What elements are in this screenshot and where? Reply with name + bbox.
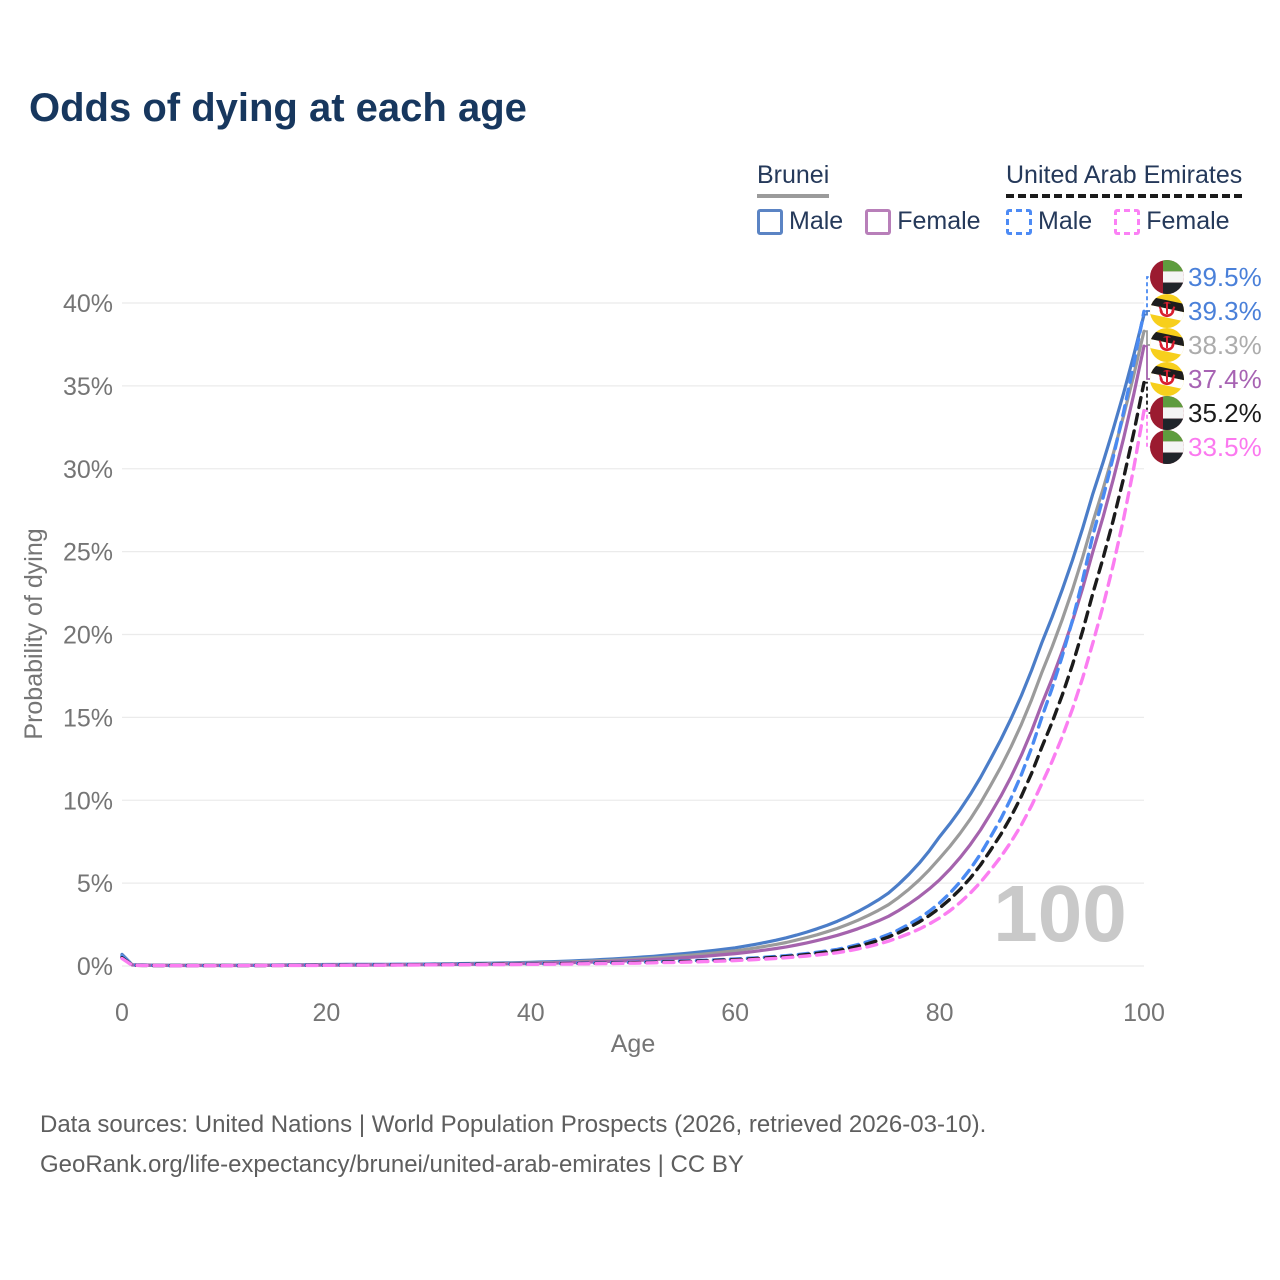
legend-label-brunei-male: Male xyxy=(789,207,844,235)
footer: Data sources: United Nations | World Pop… xyxy=(40,1105,1250,1185)
end-label-connector xyxy=(1144,330,1151,346)
legend-label-uae-female: Female xyxy=(1146,207,1230,235)
y-tick-label: 0% xyxy=(77,953,113,981)
end-label-connector xyxy=(1144,310,1151,316)
end-label-connector xyxy=(1144,345,1151,380)
legend-items-uae: Male Female xyxy=(1006,207,1242,236)
page-title: Odds of dying at each age xyxy=(29,86,527,130)
end-label-value: 37.4% xyxy=(1188,364,1262,394)
flag-ae-icon xyxy=(1150,430,1184,464)
x-tick-label: 40 xyxy=(517,999,545,1027)
end-label-value: 33.5% xyxy=(1188,432,1262,462)
end-label-connector xyxy=(1144,409,1151,448)
end-label-connector xyxy=(1144,381,1151,414)
y-axis-title: Probability of dying xyxy=(20,528,48,739)
legend-group-title-uae: United Arab Emirates xyxy=(1006,161,1243,198)
x-tick-label: 20 xyxy=(312,999,340,1027)
legend-label-uae-male: Male xyxy=(1038,207,1093,235)
footer-sources: Data sources: United Nations | World Pop… xyxy=(40,1111,987,1138)
y-tick-label: 15% xyxy=(63,704,113,732)
legend-checkbox-uae-male[interactable] xyxy=(1006,208,1032,235)
footer-attribution: GeoRank.org/life-expectancy/brunei/unite… xyxy=(40,1151,744,1178)
x-tick-label: 0 xyxy=(115,999,129,1027)
legend-label-brunei-female: Female xyxy=(897,207,981,235)
end-label-value: 38.3% xyxy=(1188,330,1262,360)
y-tick-label: 5% xyxy=(77,870,113,898)
legend-group-uae: United Arab Emirates Male Female xyxy=(1006,161,1243,236)
legend-checkbox-brunei-female[interactable] xyxy=(865,208,892,235)
end-label-value: 39.3% xyxy=(1188,296,1262,326)
end-label-value: 39.5% xyxy=(1188,262,1262,292)
legend-items-brunei: Male Female xyxy=(757,207,981,236)
series-line-5 xyxy=(120,409,1146,968)
end-label-value: 35.2% xyxy=(1188,398,1262,428)
legend-group-brunei: Brunei Male Female xyxy=(757,161,981,236)
y-tick-label: 10% xyxy=(63,787,113,815)
y-tick-label: 35% xyxy=(63,373,113,401)
y-tick-label: 30% xyxy=(63,456,113,484)
flag-ae-icon xyxy=(1150,260,1184,294)
end-label-connector xyxy=(1144,276,1151,313)
y-tick-label: 20% xyxy=(63,622,113,650)
y-tick-label: 40% xyxy=(63,290,113,318)
x-axis-title: Age xyxy=(611,1030,655,1058)
hover-age-watermark: 100 xyxy=(993,869,1126,958)
x-tick-label: 80 xyxy=(926,999,954,1027)
legend-checkbox-uae-female[interactable] xyxy=(1114,208,1141,235)
legend-group-title-brunei: Brunei xyxy=(757,161,830,198)
legend-checkbox-brunei-male[interactable] xyxy=(757,208,783,235)
x-tick-label: 100 xyxy=(1123,999,1165,1027)
plot-hover-area[interactable] xyxy=(122,268,1144,966)
x-tick-label: 60 xyxy=(721,999,749,1027)
y-tick-label: 25% xyxy=(63,539,113,567)
flag-ae-icon xyxy=(1150,396,1184,430)
